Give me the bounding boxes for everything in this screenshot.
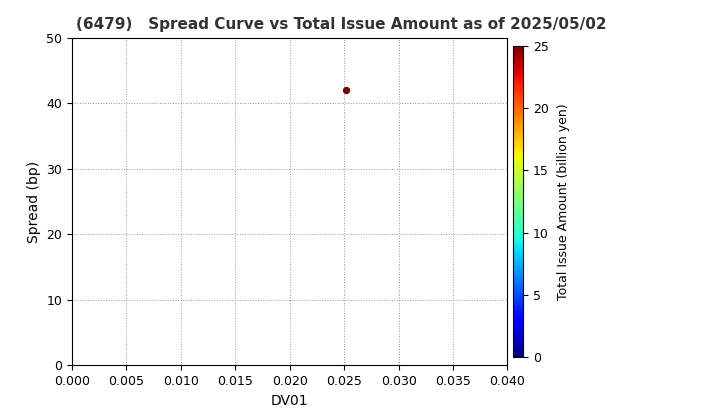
X-axis label: DV01: DV01 <box>271 394 309 408</box>
Point <box>341 87 352 94</box>
Text: (6479)   Spread Curve vs Total Issue Amount as of 2025/05/02: (6479) Spread Curve vs Total Issue Amoun… <box>76 18 607 32</box>
Y-axis label: Total Issue Amount (billion yen): Total Issue Amount (billion yen) <box>557 103 570 300</box>
Y-axis label: Spread (bp): Spread (bp) <box>27 160 41 243</box>
